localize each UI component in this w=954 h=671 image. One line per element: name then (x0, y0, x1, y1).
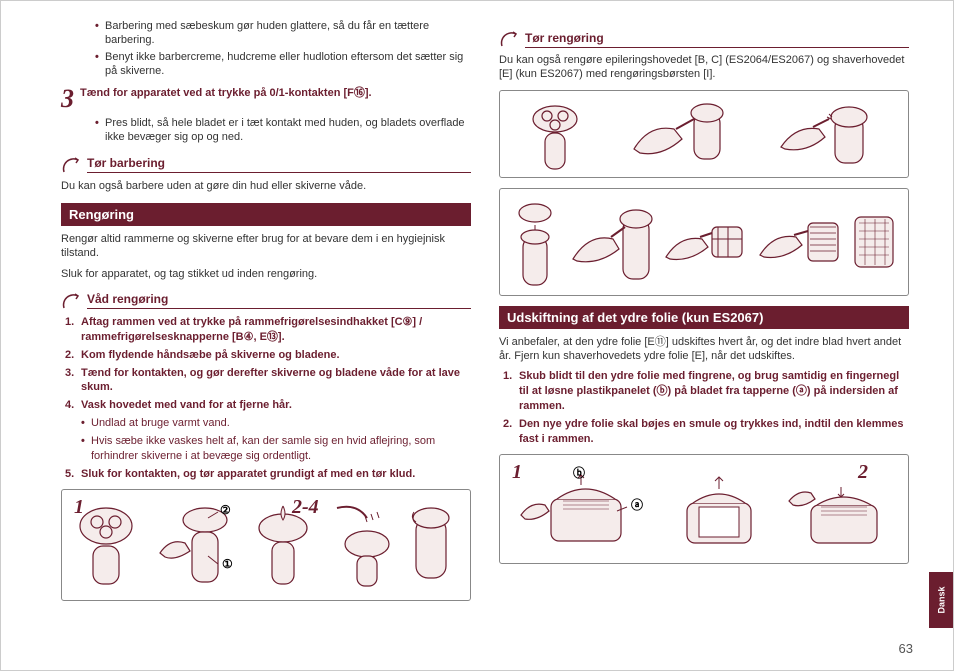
illustration-cap (508, 197, 561, 289)
step-item: 3.Tænd for kontakten, og gør derefter sk… (65, 366, 471, 396)
illustration-brush-hand (624, 99, 734, 171)
step-4-subs: Undlad at bruge varmt vand. Hvis sæbe ik… (81, 416, 471, 464)
diagram-label-2: 2 (858, 461, 868, 484)
arc-icon (61, 291, 81, 311)
clean-para-2: Sluk for apparatet, og tag stikket ud in… (61, 267, 471, 281)
bullet-item: Pres blidt, så hele bladet er i tæt kont… (95, 116, 471, 145)
right-column: Tør rengøring Du kan også rengøre epiler… (499, 19, 909, 601)
callout-b: ⓑ (573, 465, 585, 480)
subhead-dry-clean: Tør rengøring (499, 29, 909, 49)
callout-a: ⓐ (631, 497, 643, 512)
section-cleaning: Rengøring (61, 203, 471, 226)
bullet-item: Undlad at bruge varmt vand. (81, 416, 471, 431)
arc-icon (61, 155, 81, 175)
arc-icon (499, 29, 519, 49)
dry-shave-para: Du kan også barbere uden at gøre din hud… (61, 179, 471, 193)
illustration-dry (406, 498, 461, 588)
subhead-label: Våd rengøring (87, 292, 471, 309)
clean-para-1: Rengør altid rammerne og skiverne efter … (61, 232, 471, 261)
illustration-push-foil: ⓑ ⓐ (513, 463, 653, 557)
illustration-foil-grid (847, 197, 900, 289)
step-3-sub: Pres blidt, så hele bladet er i tæt kont… (95, 116, 471, 145)
diagram-label-1: 1 (512, 461, 522, 484)
step-number: 3 (61, 86, 74, 112)
callout-2: ② (220, 503, 231, 517)
page-number: 63 (899, 641, 913, 656)
language-tab: Dansk (929, 572, 953, 628)
diagram-wet-clean: 1 2-4 ① ② (61, 489, 471, 601)
illustration-brush-inside (773, 99, 883, 171)
step-3: 3 Tænd for apparatet ved at trykke på 0/… (61, 86, 471, 112)
step-3-title: Tænd for apparatet ved at trykke på 0/1-… (80, 87, 372, 99)
step-item: 4.Vask hovedet med vand for at fjerne hå… (65, 398, 471, 413)
subhead-label: Tør rengøring (525, 31, 909, 48)
illustration-insert-foil (785, 463, 895, 557)
replace-steps: 1.Skub blidt til den ydre folie med fing… (503, 369, 909, 446)
bullet-item: Benyt ikke barbercreme, hudcreme eller h… (95, 50, 471, 79)
illustration-open-head (660, 197, 747, 289)
left-column: Barbering med sæbeskum gør huden glatter… (61, 19, 471, 601)
step-item: 5.Sluk for kontakten, og tør apparatet g… (65, 467, 471, 482)
diagram-dry-clean-row2 (499, 188, 909, 296)
callout-1: ① (222, 557, 233, 571)
section-replace-foil: Udskiftning af det ydre folie (kun ES206… (499, 306, 909, 329)
intro-bullets: Barbering med sæbeskum gør huden glatter… (95, 19, 471, 78)
subhead-dry-shave: Tør barbering (61, 155, 471, 175)
diagram-dry-clean-row1 (499, 90, 909, 178)
illustration-brush-foil (754, 197, 841, 289)
illustration-rinse (327, 498, 397, 588)
wet-clean-steps: 1.Aftag rammen ved at trykke på rammefri… (65, 315, 471, 481)
illustration-frame-open (669, 463, 769, 557)
bullet-item: Barbering med sæbeskum gør huden glatter… (95, 19, 471, 48)
diagram-label-2-4: 2-4 (292, 496, 319, 519)
subhead-label: Tør barbering (87, 156, 471, 173)
subhead-wet-clean: Våd rengøring (61, 291, 471, 311)
bullet-item: Hvis sæbe ikke vaskes helt af, kan der s… (81, 434, 471, 464)
step-item: 1.Skub blidt til den ydre folie med fing… (503, 369, 909, 414)
illustration-remove-frame: ① ② (150, 498, 240, 588)
step-item: 2.Kom flydende håndsæbe på skiverne og b… (65, 348, 471, 363)
dry-clean-para: Du kan også rengøre epileringshovedet [B… (499, 53, 909, 82)
diagram-replace-foil: 1 2 ⓑ ⓐ (499, 454, 909, 564)
diagram-label-1: 1 (74, 496, 84, 519)
step-item: 2.Den nye ydre folie skal bøjes en smule… (503, 417, 909, 447)
step-item: 1.Aftag rammen ved at trykke på rammefri… (65, 315, 471, 345)
replace-para: Vi anbefaler, at den ydre folie [E⑪] uds… (499, 335, 909, 364)
illustration-brush-body (567, 197, 654, 289)
illustration-head-top (525, 99, 585, 171)
